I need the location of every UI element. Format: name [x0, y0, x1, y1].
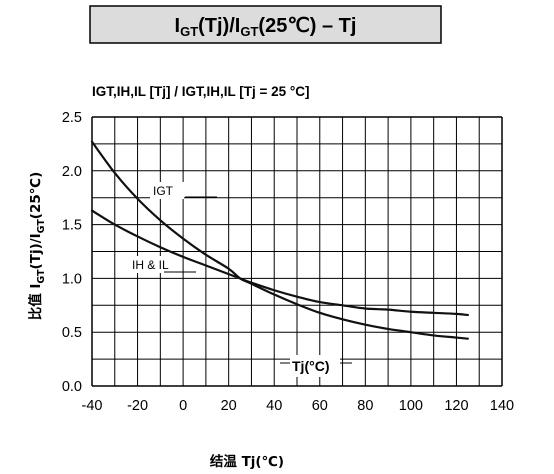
igt-label: IGT: [153, 184, 174, 198]
x-tick-label: -40: [82, 398, 103, 414]
series-lines: [90, 140, 469, 340]
axis-annotation-bg: [290, 355, 340, 377]
y-tick-labels: 0.0 0.5 1.0 1.5 2.0 2.5: [62, 110, 82, 395]
series-ih-il-line: [90, 209, 469, 317]
x-tick-label: -20: [127, 398, 148, 414]
series-igt-line: [90, 140, 469, 340]
chart-title: IGT(Tj)/IGT(25℃) – Tj: [175, 15, 357, 39]
igt-label-bg: [150, 182, 184, 199]
y-tick-label: 0.5: [62, 325, 82, 341]
chart-subtitle: IGT,IH,IL [Tj] / IGT,IH,IL [Tj = 25 °C]: [92, 84, 310, 99]
x-tick-label: 20: [221, 398, 237, 414]
ih-il-label-bg: [129, 256, 178, 273]
x-tick-label: 40: [266, 398, 282, 414]
axis-annotation: Tj(°C): [292, 358, 329, 374]
x-tick-labels: -40 -20 0 20 40 60 80 100 120 140: [82, 398, 515, 414]
y-tick-label: 2.0: [62, 164, 82, 180]
ih-il-label: IH & IL: [132, 258, 169, 272]
x-tick-label: 140: [490, 398, 514, 414]
title-box: [89, 5, 442, 44]
x-tick-label: 60: [312, 398, 328, 414]
x-tick-label: 0: [179, 398, 187, 414]
x-tick-label: 120: [444, 398, 468, 414]
y-axis-title: 比值 IGT(Tj)/IGT(25℃): [27, 172, 47, 321]
y-tick-label: 1.0: [62, 271, 82, 287]
y-tick-label: 2.5: [62, 110, 82, 126]
x-tick-label: 80: [357, 398, 373, 414]
x-axis-title: 结温 Tj(℃): [210, 453, 284, 470]
grid: [91, 116, 503, 387]
y-tick-label: 0.0: [62, 379, 82, 395]
x-tick-label: 100: [399, 398, 423, 414]
y-tick-label: 1.5: [62, 218, 82, 234]
